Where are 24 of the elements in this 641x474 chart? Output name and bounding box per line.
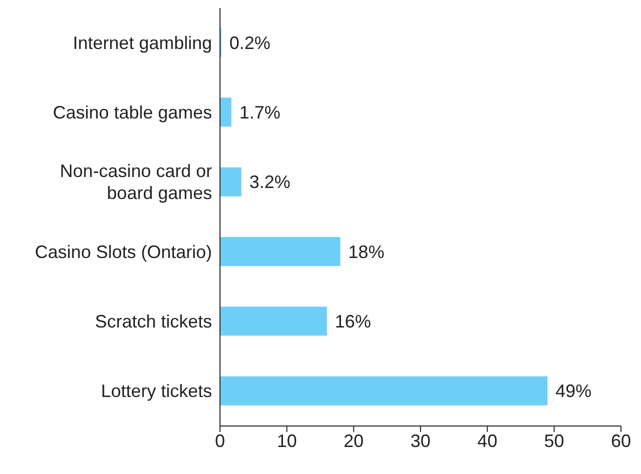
data-label: 18%: [348, 242, 384, 262]
x-tick-label: 10: [276, 430, 297, 451]
x-tick-label: 60: [610, 430, 632, 451]
y-tick-label: Scratch tickets: [94, 312, 212, 332]
bar: [220, 167, 242, 196]
y-tick-label: Internet gambling: [72, 32, 212, 53]
x-tick-label: 0: [214, 430, 226, 451]
x-tick-label: 30: [410, 430, 431, 451]
y-tick-label: Non-casino card or board games: [60, 161, 212, 204]
data-label: 16%: [334, 312, 371, 332]
y-tick-label: Lottery tickets: [100, 381, 212, 402]
bar: [220, 306, 327, 336]
bar: [220, 376, 548, 406]
bar: [220, 237, 340, 266]
y-tick-label: Casino table games: [52, 102, 212, 122]
y-tick-label: Casino Slots (Ontario): [34, 242, 212, 262]
data-label: 49%: [555, 381, 592, 402]
data-label: 3.2%: [249, 172, 290, 192]
bar: [220, 98, 232, 127]
x-tick-label: 50: [544, 430, 564, 451]
x-tick-label: 20: [344, 430, 364, 451]
data-label: 1.7%: [239, 102, 280, 123]
x-tick-label: 40: [477, 430, 498, 451]
data-label: 0.2%: [229, 32, 270, 53]
